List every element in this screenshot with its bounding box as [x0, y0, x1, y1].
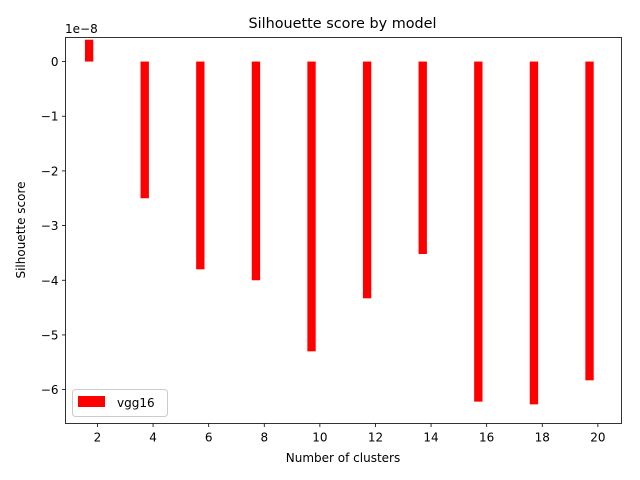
chart-title: Silhouette score by model — [248, 16, 436, 32]
y-tick-label: −1 — [41, 110, 59, 124]
bar-18 — [529, 61, 539, 405]
x-tick-label: 8 — [260, 431, 268, 445]
x-tick-label: 14 — [423, 431, 438, 445]
y-tick-label: −4 — [41, 274, 59, 288]
legend-swatch — [78, 396, 105, 407]
x-axis: 2 4 6 8 10 12 14 16 18 20 — [94, 423, 606, 445]
bar-14 — [418, 61, 427, 255]
y-axis-label: Silhouette score — [14, 181, 28, 278]
bar-16 — [474, 61, 483, 402]
legend-label: vgg16 — [117, 396, 155, 410]
x-tick-label: 6 — [205, 431, 213, 445]
plot-frame — [65, 37, 622, 424]
x-tick-label: 2 — [94, 431, 102, 445]
x-tick-label: 16 — [479, 431, 494, 445]
y-offset-label: 1e−8 — [65, 22, 98, 36]
bars-layer — [84, 39, 594, 405]
bar-12 — [362, 61, 372, 299]
y-tick-label: 0 — [51, 55, 59, 69]
y-tick-label: −3 — [41, 219, 59, 233]
bar-2 — [84, 39, 94, 62]
x-axis-label: Number of clusters — [286, 451, 400, 465]
bar-20 — [585, 61, 594, 381]
y-tick-label: −6 — [41, 383, 59, 397]
bar-10 — [307, 61, 316, 352]
x-tick-label: 20 — [590, 431, 605, 445]
bar-8 — [251, 61, 261, 281]
bar-4 — [140, 61, 149, 199]
y-tick-label: −2 — [41, 164, 59, 178]
bar-6 — [196, 61, 205, 270]
y-tick-label: −5 — [41, 328, 59, 342]
x-tick-label: 18 — [535, 431, 550, 445]
x-tick-label: 12 — [368, 431, 383, 445]
x-tick-label: 4 — [149, 431, 157, 445]
legend: vgg16 — [72, 389, 168, 417]
y-axis: 0 −1 −2 −3 −4 −5 −6 — [41, 55, 66, 397]
x-tick-label: 10 — [312, 431, 327, 445]
